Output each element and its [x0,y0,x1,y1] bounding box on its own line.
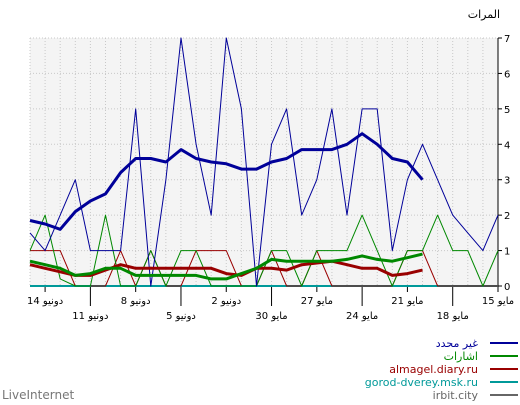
legend-label: irbit.city [433,389,479,402]
y-tick-label: 3 [504,176,510,187]
x-tick-label: 21 مايو [391,296,423,307]
y-tick-label: 4 [504,140,510,151]
y-tick-label: 6 [504,69,510,80]
y-tick-label: 1 [504,247,510,258]
y-tick-label: 2 [504,211,510,222]
y-axis: 0 1 2 3 4 5 6 7 [497,34,510,293]
legend: غير محدداشاراتalmagel.diary.rugorod-dver… [365,337,518,402]
x-tick-label: 30 مايو [255,311,287,322]
x-tick-label: 18 مايو [437,311,469,322]
brand-label: LiveInternet [2,388,74,402]
series-line [29,37,499,287]
series-line [29,252,423,281]
legend-label: غير محدد [436,337,479,350]
legend-label: اشارات [444,350,478,363]
x-tick-label: 8 دونيو [121,296,151,307]
legend-label: gorod-dverey.msk.ru [365,376,478,389]
legend-label: almagel.diary.ru [389,363,478,376]
series-line [29,259,423,277]
x-axis: 15 مايو 18 مايو 21 مايو 24 مايو 27 مايو 30 ما… [27,285,514,322]
series-line [29,132,424,231]
x-tick-label: 5 دونيو [166,311,196,322]
y-tick-label: 7 [504,34,510,45]
series-lines [29,37,499,287]
y-tick-label: 0 [504,282,510,293]
y-tick-label: 5 [504,105,510,116]
x-tick-label: 11 دونيو [72,311,108,322]
x-tick-label: 24 مايو [346,311,378,322]
x-tick-label: 27 مايو [301,296,333,307]
x-tick-label: 2 دونيو [211,296,241,307]
x-tick-label: 14 دونيو [27,296,63,307]
y-axis-title: المرات [468,8,500,21]
x-tick-label: 15 مايو [482,296,514,307]
plot-area [30,38,498,286]
